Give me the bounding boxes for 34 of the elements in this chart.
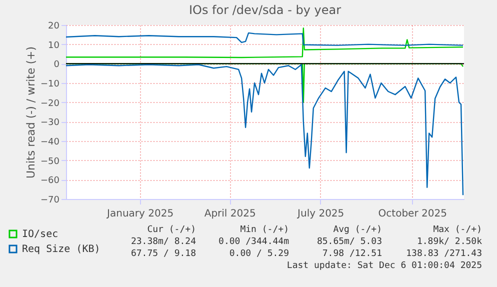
text: Cur (-/+) [147,225,196,235]
x-tick-label: January 2025 [106,208,174,220]
text: 85.65m/ 5.03 [316,237,382,247]
y-tick-label: −70 [40,196,60,206]
x-tick-label: April 2025 [204,208,256,220]
x-tick-label: October 2025 [378,208,447,220]
text: 0.00 /344.44m [218,237,289,247]
y-tick-label: −30 [40,118,60,128]
line-series [65,64,464,196]
text: 23.38m/ 8.24 [130,237,196,247]
chart-title: IOs for /dev/sda - by year [188,3,342,17]
legend-label: IO/sec [22,229,58,240]
text: 0.00 / 5.29 [229,249,289,259]
line-series [65,27,464,58]
x-tick-label: July 2025 [296,208,344,220]
y-axis-title: Units read (-) / write (+) [24,46,38,179]
line-series [65,32,464,46]
text: 138.83 /271.43 [406,249,482,259]
text: 67.75 / 9.18 [130,249,196,259]
legend-label: Req Size (KB) [22,244,100,255]
text: Max (-/+) [433,225,482,235]
y-tick-label: −40 [40,138,60,148]
text: Avg (-/+) [333,225,382,235]
text: Min (-/+) [240,225,289,235]
y-tick-label: −60 [40,176,60,186]
y-tick-label: 0 [54,60,60,70]
text: 1.89k/ 2.50k [416,237,483,247]
y-tick-label: 20 [48,22,60,32]
text: Last update: Sat Dec 6 01:00:04 2025 [286,261,482,271]
y-tick-label: −50 [40,156,60,167]
y-tick-label: 10 [48,40,60,51]
y-tick-label: −20 [40,98,60,109]
y-tick-label: −10 [40,80,60,90]
text: 7.98 /12.51 [322,249,382,259]
